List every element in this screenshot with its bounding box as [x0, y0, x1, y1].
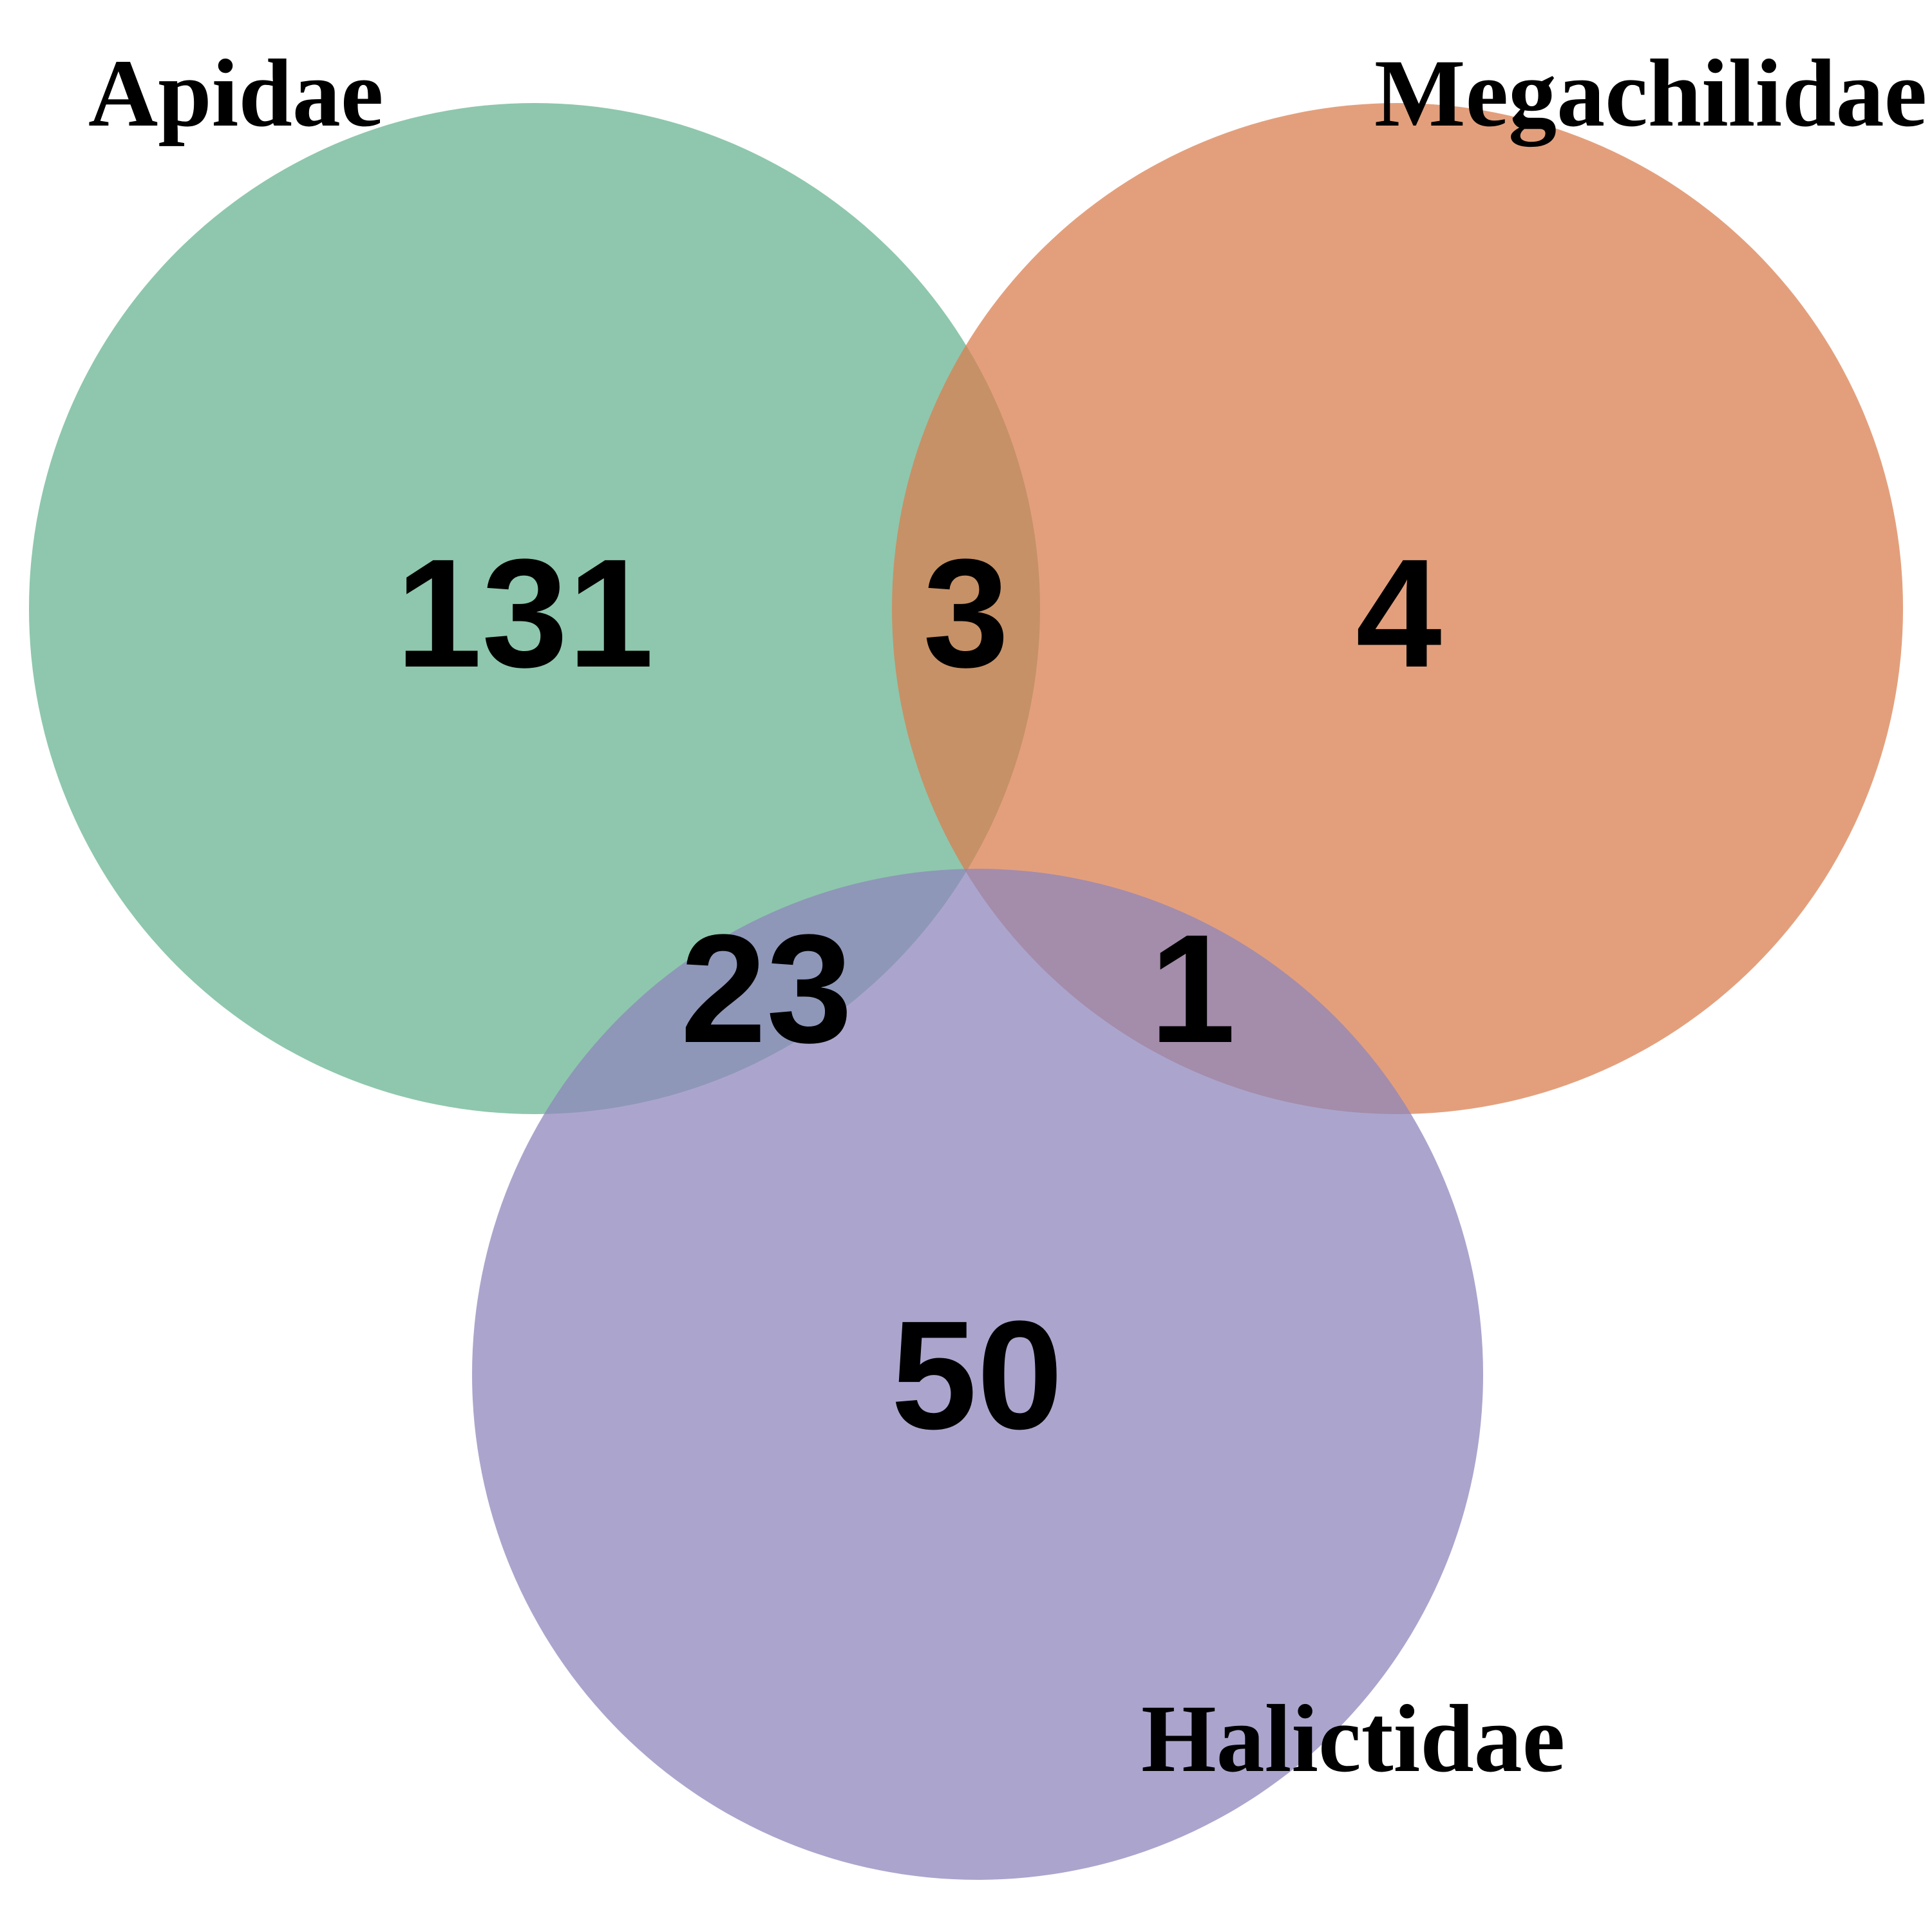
set-labels: Apidae Megachilidae Halictidae [88, 40, 1927, 1792]
count-apidae-only: 131 [396, 527, 654, 699]
set-label-megachilidae: Megachilidae [1374, 40, 1927, 147]
count-megachilidae-halictidae: 1 [1150, 902, 1235, 1075]
set-label-apidae: Apidae [88, 40, 383, 147]
circle-apidae [29, 103, 1040, 1114]
region-counts: 131 3 4 23 1 50 [396, 527, 1442, 1461]
circle-megachilidae [892, 103, 1903, 1114]
count-apidae-megachilidae: 3 [923, 527, 1009, 699]
count-halictidae-only: 50 [891, 1289, 1063, 1461]
circle-halictidae [472, 869, 1483, 1880]
set-label-halictidae: Halictidae [1141, 1685, 1565, 1792]
count-apidae-halictidae: 23 [681, 902, 853, 1075]
set-circles [29, 103, 1903, 1880]
count-megachilidae-only: 4 [1356, 527, 1441, 699]
